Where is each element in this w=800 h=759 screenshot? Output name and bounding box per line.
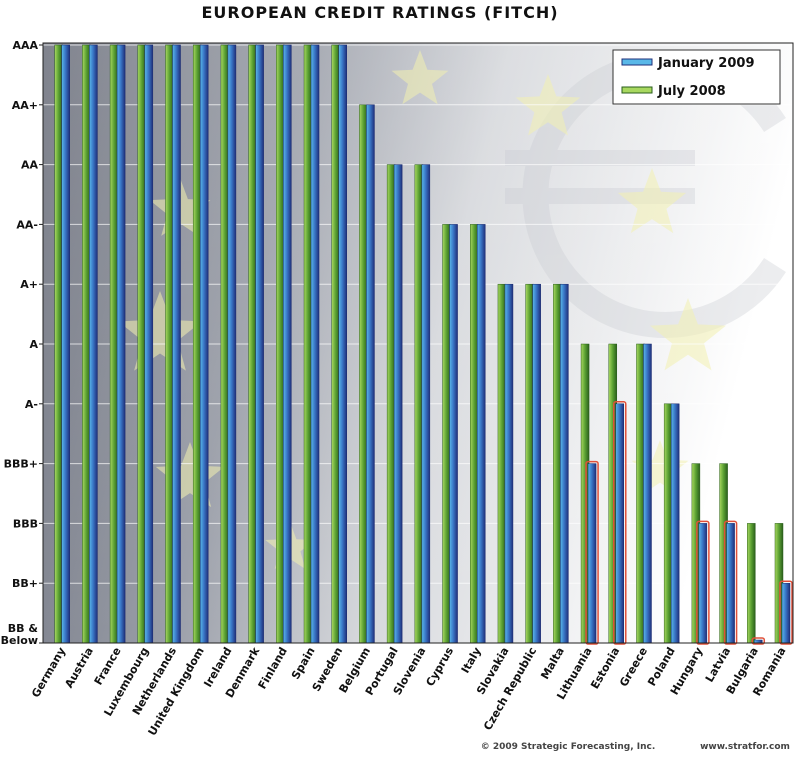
legend-swatch-july-2008 <box>621 86 653 94</box>
x-tick-label: Spain <box>289 645 318 682</box>
y-tick-label: BBB+ <box>4 458 38 471</box>
star-watermark <box>118 291 202 371</box>
bar-january-2009 <box>643 343 652 644</box>
y-tick-label: BBB <box>13 517 38 530</box>
star-watermark <box>155 442 225 508</box>
star-watermark <box>650 298 726 371</box>
downgrade-highlight <box>723 520 738 645</box>
x-tick-label: Malta <box>538 645 567 682</box>
y-tick-label: A- <box>25 398 38 411</box>
x-tick-label: Latvia <box>703 645 733 684</box>
bar-january-2009 <box>61 44 70 644</box>
legend-swatch-january-2009 <box>621 58 653 66</box>
y-tick-label: A+ <box>20 278 38 291</box>
y-tick-label: AAA <box>12 39 38 52</box>
y-tick-label: AA+ <box>12 99 38 112</box>
star-watermark <box>617 168 687 234</box>
x-axis-labels: GermanyAustriaFranceLuxembourgNetherland… <box>29 644 788 738</box>
bar-january-2009 <box>781 582 791 644</box>
y-tick-label: AA- <box>16 218 38 231</box>
footer-copyright: © 2009 Strategic Forecasting, Inc. <box>481 742 656 752</box>
bar-january-2009 <box>227 44 237 644</box>
downgrade-highlight <box>751 637 766 645</box>
bar-january-2009 <box>477 224 486 644</box>
bar-january-2009 <box>144 44 154 644</box>
chart-title: EUROPEAN CREDIT RATINGS (FITCH) <box>201 3 558 22</box>
bar-january-2009 <box>532 283 541 644</box>
x-tick-label: Germany <box>29 645 68 700</box>
bar-january-2009 <box>172 44 181 644</box>
bar-january-2009 <box>199 44 209 644</box>
legend-label-july-2008: July 2008 <box>657 84 726 99</box>
x-tick-label: Italy <box>459 645 484 676</box>
bar-january-2009 <box>726 523 735 644</box>
legend: January 2009 July 2008 <box>612 49 781 105</box>
downgrade-highlight <box>613 401 627 645</box>
legend-label-january-2009: January 2009 <box>657 56 754 71</box>
y-tick-label: AA <box>21 159 39 172</box>
bar-january-2009 <box>393 164 403 644</box>
bar-january-2009 <box>255 44 264 644</box>
footer-website: www.stratfor.com <box>700 742 790 752</box>
downgrade-highlight <box>585 460 599 645</box>
y-tick-label: A <box>29 338 38 351</box>
bar-january-2009 <box>89 44 98 644</box>
bars <box>54 44 793 645</box>
bar-january-2009 <box>421 164 431 644</box>
downgrade-highlight <box>779 580 793 645</box>
bar-january-2009 <box>560 283 569 644</box>
star-watermark <box>391 50 449 105</box>
star-watermark <box>631 440 689 495</box>
bar-january-2009 <box>366 104 375 644</box>
plot-border <box>42 42 794 644</box>
bar-january-2009 <box>698 523 708 644</box>
bar-january-2009 <box>504 283 514 644</box>
bar-january-2009 <box>338 44 347 644</box>
downgrade-highlight <box>696 520 710 645</box>
bar-january-2009 <box>615 403 625 644</box>
bar-january-2009 <box>670 403 680 644</box>
x-tick-label: Cyprus <box>423 645 456 689</box>
bar-january-2009 <box>449 224 458 644</box>
bar-january-2009 <box>116 44 126 644</box>
bar-january-2009 <box>283 44 292 644</box>
bar-july-2008 <box>747 523 756 644</box>
y-tick-label: Below <box>1 634 38 647</box>
y-tick-label: BB & <box>8 622 39 635</box>
bar-january-2009 <box>310 44 320 644</box>
y-tick-label: BB+ <box>12 577 38 590</box>
bar-january-2009 <box>587 463 597 644</box>
